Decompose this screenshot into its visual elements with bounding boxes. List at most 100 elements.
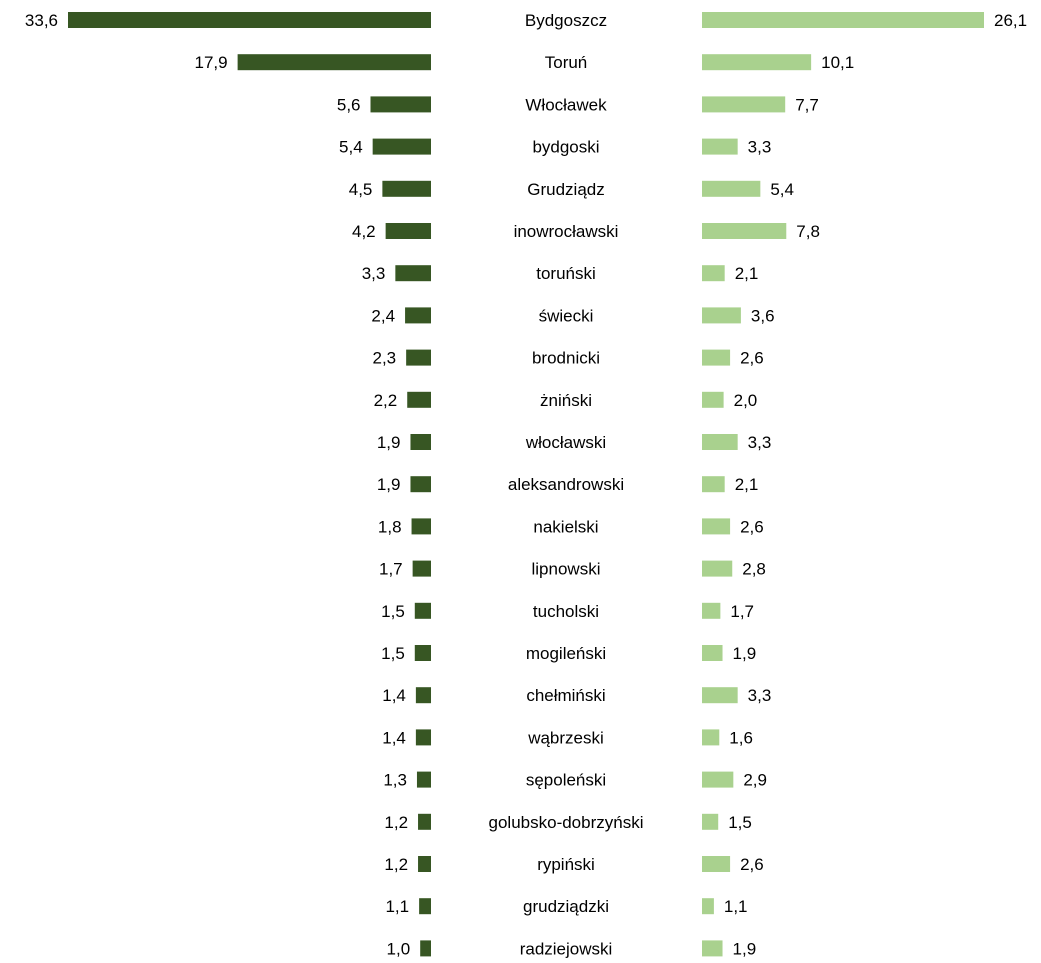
left-value-label: 1,8 <box>378 517 402 536</box>
right-value-label: 2,6 <box>740 517 764 536</box>
left-value-label: 1,4 <box>382 686 406 705</box>
category-label: tucholski <box>533 602 599 621</box>
left-value-label: 1,4 <box>382 728 406 747</box>
right-value-label: 2,9 <box>743 771 767 790</box>
left-value-label: 1,5 <box>381 644 405 663</box>
right-value-label: 3,6 <box>751 306 775 325</box>
category-label: wąbrzeski <box>527 728 604 747</box>
category-label: nakielski <box>533 517 598 536</box>
category-label: radziejowski <box>520 939 613 958</box>
category-label: brodnicki <box>532 349 600 368</box>
left-value-label: 2,2 <box>374 391 398 410</box>
left-bar <box>237 54 431 71</box>
right-value-label: 26,1 <box>994 11 1027 30</box>
left-bar <box>370 96 431 113</box>
right-bar <box>702 54 812 71</box>
category-label: Włocławek <box>525 95 607 114</box>
right-value-label: 5,4 <box>770 180 794 199</box>
left-value-label: 4,2 <box>352 222 376 241</box>
right-bar <box>702 138 738 155</box>
left-bar <box>395 265 431 282</box>
right-bar <box>702 476 725 493</box>
category-label: grudziądzki <box>523 897 609 916</box>
category-label: aleksandrowski <box>508 475 624 494</box>
right-value-label: 1,9 <box>733 644 757 663</box>
right-value-label: 7,8 <box>796 222 820 241</box>
category-label: włocławski <box>525 433 606 452</box>
left-value-label: 1,2 <box>384 813 408 832</box>
right-bar <box>702 602 721 619</box>
category-label: golubsko-dobrzyński <box>489 813 644 832</box>
right-value-label: 10,1 <box>821 53 854 72</box>
right-value-label: 7,7 <box>795 95 819 114</box>
category-label: bydgoski <box>532 138 599 157</box>
right-value-label: 1,9 <box>733 939 757 958</box>
right-bar <box>702 223 787 239</box>
left-value-label: 1,1 <box>385 897 409 916</box>
left-bar <box>382 180 431 197</box>
left-value-label: 3,3 <box>362 264 386 283</box>
left-value-label: 1,2 <box>384 855 408 874</box>
right-bar <box>702 687 738 704</box>
right-value-label: 3,3 <box>748 686 772 705</box>
right-value-label: 2,0 <box>734 391 758 410</box>
right-value-label: 2,1 <box>735 475 759 494</box>
category-label: rypiński <box>537 855 595 874</box>
category-label: żniński <box>540 391 592 410</box>
category-label: Grudziądz <box>527 180 604 199</box>
category-label: Bydgoszcz <box>525 11 607 30</box>
left-bar <box>414 645 431 661</box>
right-value-label: 3,3 <box>748 138 772 157</box>
category-label: chełmiński <box>526 686 605 705</box>
right-bar <box>702 771 734 788</box>
left-value-label: 1,9 <box>377 475 401 494</box>
category-label: świecki <box>539 306 594 325</box>
left-bar <box>411 518 431 535</box>
right-bar <box>702 12 984 28</box>
right-bar <box>702 349 731 366</box>
left-value-label: 4,5 <box>349 180 373 199</box>
right-bar <box>702 307 741 324</box>
right-bar <box>702 898 714 915</box>
right-value-label: 1,6 <box>729 728 753 747</box>
left-bar <box>420 940 431 957</box>
right-bar <box>702 856 731 872</box>
left-value-label: 1,3 <box>383 771 407 790</box>
category-label: toruński <box>536 264 596 283</box>
right-value-label: 1,5 <box>728 813 752 832</box>
left-bar <box>414 602 431 619</box>
left-bar <box>418 813 431 830</box>
right-bar <box>702 729 720 746</box>
left-value-label: 1,9 <box>377 433 401 452</box>
left-bar <box>407 391 431 408</box>
category-label: inowrocławski <box>514 222 619 241</box>
left-bar <box>372 138 431 155</box>
left-bar <box>410 434 431 450</box>
left-bar <box>405 307 431 324</box>
left-bar <box>415 687 432 704</box>
left-value-label: 2,4 <box>371 306 395 325</box>
left-value-label: 2,3 <box>373 349 397 368</box>
left-bar <box>416 771 431 788</box>
right-bar <box>702 96 786 113</box>
right-bar <box>702 265 725 282</box>
left-value-label: 5,6 <box>337 95 361 114</box>
category-label: mogileński <box>526 644 606 663</box>
left-value-label: 1,7 <box>379 560 403 579</box>
right-value-label: 3,3 <box>748 433 772 452</box>
left-bar <box>406 349 431 366</box>
right-value-label: 2,6 <box>740 349 764 368</box>
category-label: lipnowski <box>532 560 601 579</box>
right-bar <box>702 645 723 661</box>
right-value-label: 1,7 <box>730 602 754 621</box>
right-bar <box>702 434 738 450</box>
right-bar <box>702 560 733 577</box>
left-value-label: 17,9 <box>195 53 228 72</box>
right-value-label: 1,1 <box>724 897 748 916</box>
left-bar <box>412 560 431 577</box>
category-label: sępoleński <box>526 771 606 790</box>
left-value-label: 1,0 <box>387 939 411 958</box>
left-bar <box>419 898 431 915</box>
left-bar <box>415 729 432 746</box>
